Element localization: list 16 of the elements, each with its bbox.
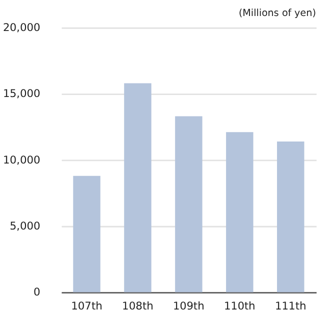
x-tick-label: 110th	[224, 299, 256, 312]
x-tick-label: 107th	[71, 299, 102, 312]
x-tick-label: 109th	[173, 299, 204, 312]
x-tick-label: 111th	[274, 299, 306, 312]
y-tick-label: 0	[34, 286, 41, 299]
bar	[277, 141, 304, 292]
bar	[226, 132, 254, 292]
bar	[124, 83, 152, 292]
y-tick-label: 5,000	[10, 220, 41, 233]
bar	[73, 176, 100, 292]
y-tick-label: 20,000	[2, 21, 41, 34]
bar	[175, 116, 202, 292]
y-tick-label: 15,000	[2, 87, 41, 100]
y-axis-title: (Millions of yen)	[238, 8, 316, 20]
y-tick-label: 10,000	[2, 153, 41, 166]
x-tick-label: 108th	[122, 299, 154, 312]
